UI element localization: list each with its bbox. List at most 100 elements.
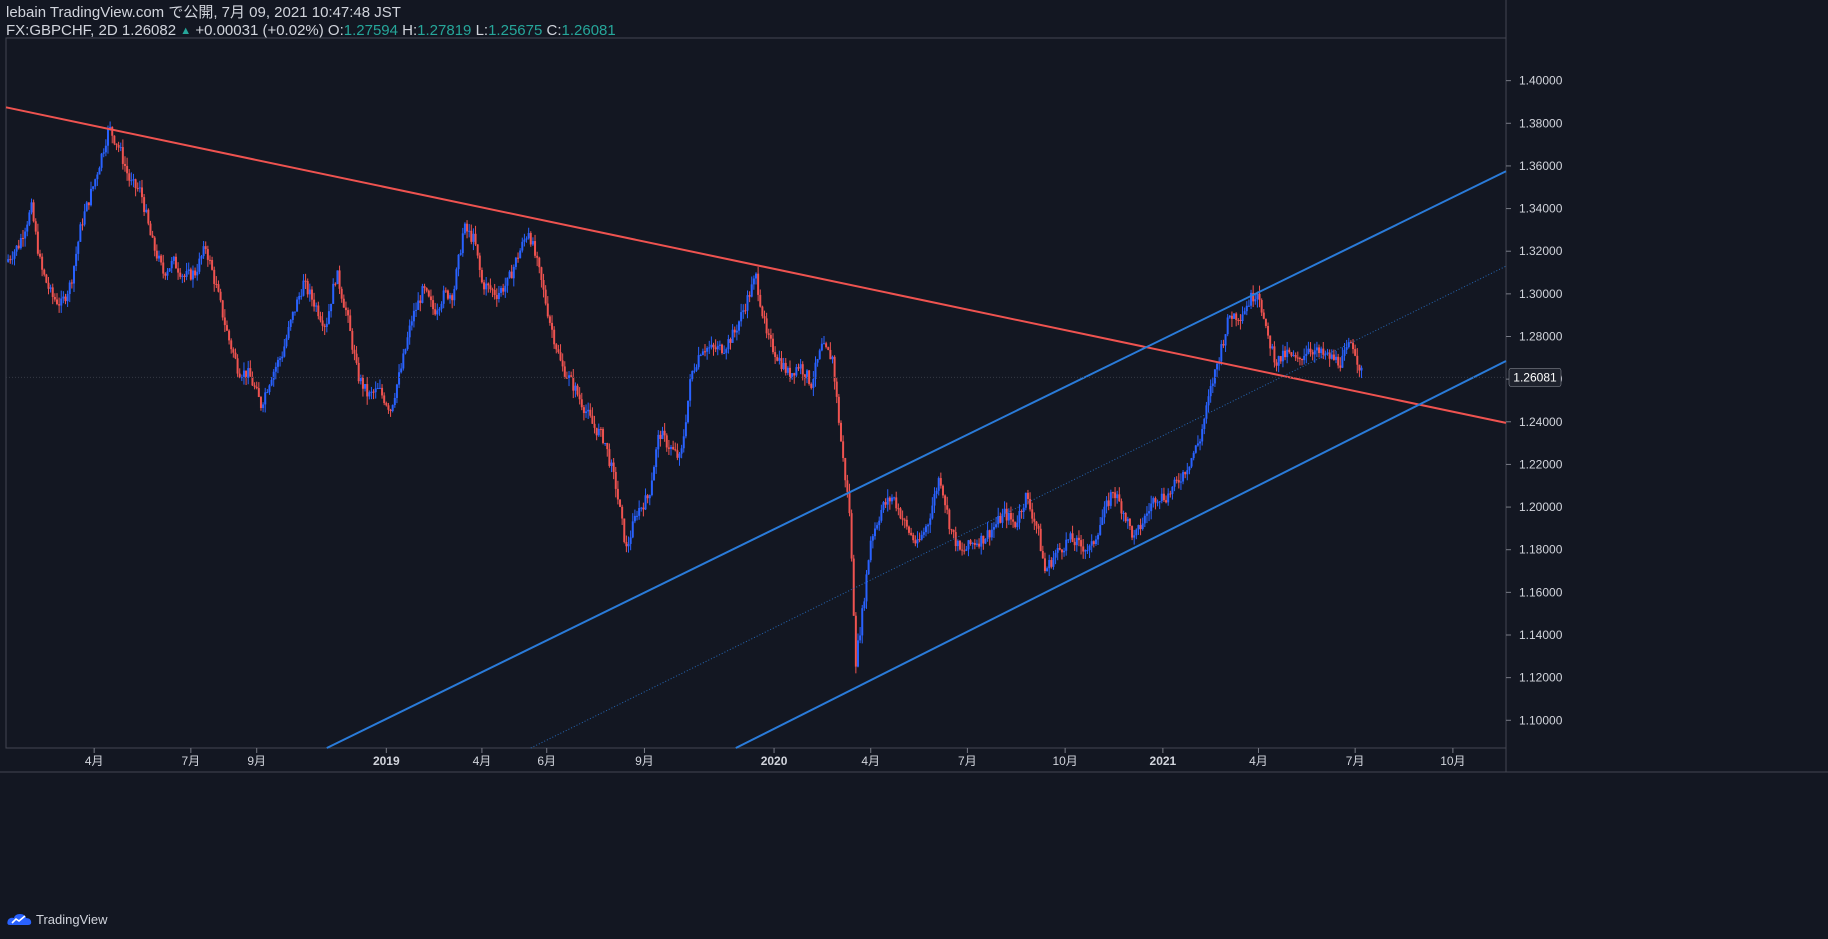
candle-up [276, 359, 279, 367]
candle-down [765, 318, 768, 334]
candle-down [1080, 540, 1083, 547]
candle-down [1014, 521, 1017, 528]
publish-info: lebain TradingView.com で公開, 7月 09, 2021 … [6, 4, 401, 21]
candle-up [1343, 349, 1346, 356]
candle-up [1216, 363, 1219, 370]
channel-lower-line[interactable] [735, 360, 1507, 749]
candle-up [980, 535, 983, 547]
candle-up [636, 515, 639, 517]
candle-down [38, 253, 41, 257]
time-tick-label: 2021 [1150, 754, 1177, 768]
candle-up [718, 344, 721, 346]
candle-down [659, 434, 662, 439]
candle-up [1256, 293, 1259, 300]
candle-up [242, 370, 245, 378]
candle-down [901, 518, 904, 520]
candle-down [177, 268, 180, 273]
candle-down [912, 534, 915, 541]
candle-up [1069, 533, 1072, 540]
candle-down [540, 267, 543, 281]
candle-down [219, 291, 222, 301]
candle-down [147, 209, 150, 224]
candle-down [160, 255, 163, 263]
candle-up [1245, 305, 1248, 312]
candle-up [574, 385, 577, 391]
candle-down [844, 458, 847, 481]
candle-down [1107, 500, 1110, 506]
candle-down [897, 508, 900, 510]
candle-up [1341, 355, 1344, 368]
candle-down [1352, 342, 1355, 350]
candle-down [1073, 541, 1076, 546]
candle-down [323, 325, 326, 327]
candle-down [1120, 501, 1123, 514]
candle-up [627, 543, 630, 547]
candle-down [1328, 352, 1331, 359]
candle-down [958, 540, 961, 550]
candle-up [455, 269, 458, 290]
candle-up [370, 391, 373, 393]
candle-up [1143, 515, 1146, 524]
candle-down [340, 288, 343, 299]
time-tick-label: 10月 [1440, 754, 1465, 768]
candle-up [1213, 369, 1216, 384]
candle-down [542, 280, 545, 290]
candle-up [521, 241, 524, 251]
candle-up [631, 521, 634, 538]
candle-up [442, 290, 445, 304]
candle-down [64, 296, 67, 302]
candle-up [661, 430, 664, 439]
channel-upper-line[interactable] [326, 170, 1507, 749]
downtrend-line[interactable] [5, 106, 1507, 424]
candle-up [878, 520, 881, 526]
candle-up [262, 404, 265, 408]
drawings-layer[interactable] [5, 106, 1507, 749]
candle-up [644, 495, 647, 510]
candle-down [1235, 313, 1238, 320]
candle-down [905, 519, 908, 527]
high-label: H: [402, 22, 418, 39]
candle-down [136, 188, 139, 190]
candle-up [1116, 494, 1119, 499]
candle-down [582, 407, 585, 414]
candle-up [716, 345, 719, 350]
candle-up [876, 525, 879, 529]
candle-up [1048, 560, 1051, 569]
chart-frame [0, 0, 1828, 773]
candle-up [799, 364, 802, 369]
candle-down [162, 262, 165, 274]
candle-down [1177, 480, 1180, 483]
candle-down [1124, 512, 1127, 522]
candle-up [997, 516, 1000, 525]
candle-up [300, 295, 303, 297]
candle-up [283, 346, 286, 357]
tradingview-logo[interactable]: TradingView [6, 909, 108, 929]
candle-up [376, 388, 379, 390]
candle-down [1267, 325, 1270, 336]
candle-up [1024, 492, 1027, 508]
candle-down [850, 513, 853, 559]
candle-down [34, 221, 37, 232]
symbol-label[interactable]: FX:GBPCHF, 2D 1.26082 [6, 22, 177, 39]
change-value: +0.00031 (+0.02%) [195, 22, 324, 39]
candle-up [1186, 470, 1189, 475]
candle-up [814, 362, 817, 379]
candle-down [988, 530, 991, 538]
candle-down [1262, 312, 1265, 319]
candle-up [1307, 348, 1310, 354]
candle-down [304, 280, 307, 282]
price-axis[interactable]: 1.10000 1.12000 1.14000 1.16000 1.18000 1.200… [1506, 74, 1563, 728]
candle-down [234, 352, 237, 359]
candle-up [873, 528, 876, 537]
candle-up [1313, 350, 1316, 355]
candle-up [822, 343, 825, 345]
candle-up [1211, 383, 1214, 387]
candle-down [510, 271, 513, 279]
candle-up [395, 384, 398, 398]
channel-mid-line[interactable] [530, 265, 1507, 749]
candle-up [508, 271, 511, 278]
candle-up [865, 574, 868, 602]
time-axis[interactable]: 4月 7月 9月 2019 4月 6月 9月 2020 4月 7月 10月 2021 4月 7月 10月 [85, 748, 1466, 768]
candle-down [1239, 319, 1242, 322]
